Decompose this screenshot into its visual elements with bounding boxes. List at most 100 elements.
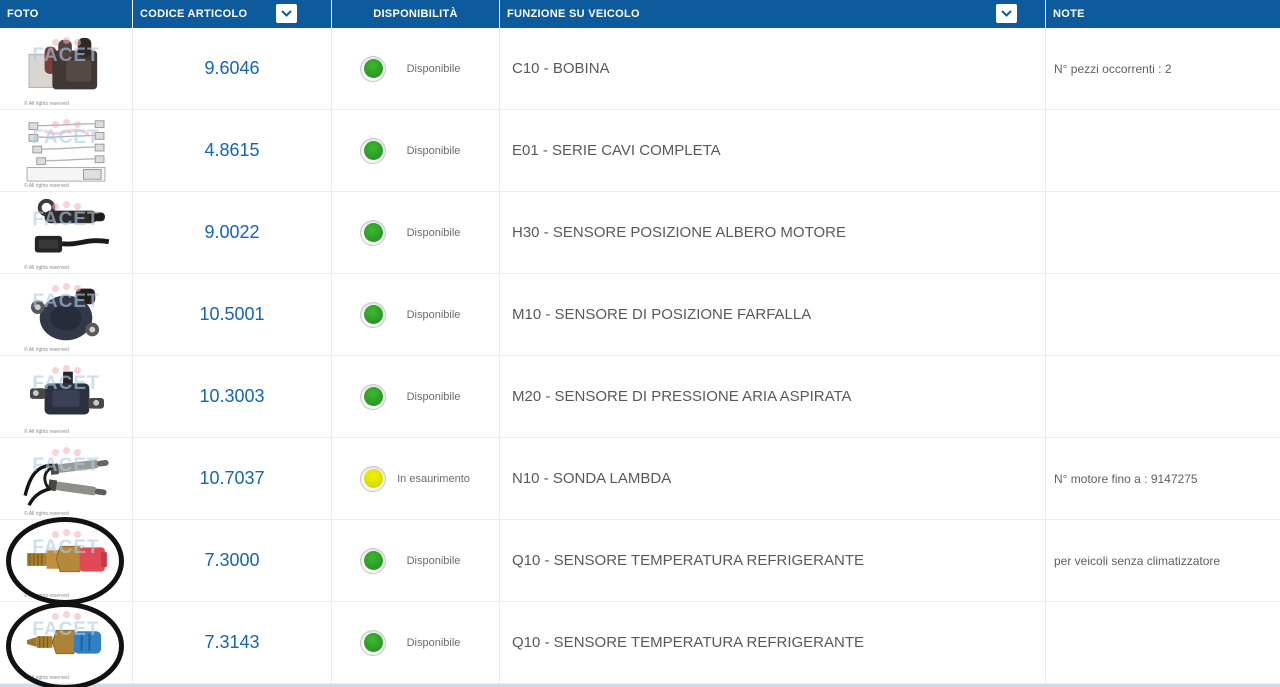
code-cell: 7.3143: [133, 602, 332, 684]
function-label: E01 - SERIE CAVI COMPLETA: [512, 142, 721, 159]
photo-caption: © All rights reserved: [24, 510, 69, 517]
column-header-disponibilita: DISPONIBILITÀ: [332, 0, 500, 28]
function-cell: E01 - SERIE CAVI COMPLETA: [500, 110, 1046, 192]
table-header-row: FOTO CODICE ARTICOLO DISPONIBILITÀ FUNZI…: [0, 0, 1280, 28]
function-cell: H30 - SENSORE POSIZIONE ALBERO MOTORE: [500, 192, 1046, 274]
ignition-coil-image: [28, 37, 98, 89]
status-label: Disponibile: [406, 226, 461, 239]
chevron-down-icon: [1001, 10, 1012, 17]
availability-cell: Disponibile: [332, 192, 500, 274]
status-label: Disponibile: [406, 554, 461, 567]
code-cell: 7.3000: [133, 520, 332, 602]
note-cell: N° motore fino a : 9147275: [1046, 438, 1280, 520]
column-header-funzione-su-veicolo: FUNZIONE SU VEICOLO: [500, 0, 1046, 28]
status-indicator: [360, 629, 386, 656]
photo-cell: FACET © All rights reserved: [0, 192, 133, 274]
status-dot: [363, 551, 383, 570]
ignition-cable-set-image: [26, 119, 106, 182]
product-photo-ignition-coil[interactable]: FACET © All rights reserved: [14, 31, 118, 107]
article-code-link[interactable]: 9.0022: [204, 222, 260, 242]
function-label: N10 - SONDA LAMBDA: [512, 470, 672, 487]
status-label: Disponibile: [406, 636, 461, 649]
photo-cell: FACET © All rights reserved: [0, 356, 133, 438]
status-indicator: [360, 55, 386, 82]
article-code-link[interactable]: 10.7037: [199, 468, 265, 488]
column-header-note: NOTE: [1046, 0, 1280, 28]
availability-cell: Disponibile: [332, 602, 500, 684]
code-cell: 4.8615: [133, 110, 332, 192]
function-cell: C10 - BOBINA: [500, 28, 1046, 110]
note-label: N° motore fino a : 9147275: [1054, 471, 1198, 486]
note-cell: per veicoli senza climatizzatore: [1046, 520, 1280, 602]
code-cell: 10.3003: [133, 356, 332, 438]
function-cell: N10 - SONDA LAMBDA: [500, 438, 1046, 520]
article-code-link[interactable]: 4.8615: [204, 140, 260, 160]
function-cell: Q10 - SENSORE TEMPERATURA REFRIGERANTE: [500, 520, 1046, 602]
column-header-label: NOTE: [1053, 8, 1085, 20]
availability-cell: Disponibile: [332, 274, 500, 356]
code-cell: 9.6046: [133, 28, 332, 110]
photo-caption: © All rights reserved: [24, 592, 69, 599]
function-label: Q10 - SENSORE TEMPERATURA REFRIGERANTE: [512, 552, 865, 569]
product-photo-lambda-sensor[interactable]: FACET © All rights reserved: [14, 441, 118, 517]
status-indicator: [360, 137, 386, 164]
article-code-link[interactable]: 10.5001: [199, 304, 265, 324]
availability-cell: Disponibile: [332, 520, 500, 602]
bottom-edge-strip: [0, 684, 1280, 687]
product-photo-coolant-temp-sensor-blue[interactable]: FACET © All rights reserved: [14, 605, 118, 681]
function-cell: M20 - SENSORE DI PRESSIONE ARIA ASPIRATA: [500, 356, 1046, 438]
function-label: C10 - BOBINA: [512, 60, 610, 77]
photo-caption: © All rights reserved: [24, 346, 69, 353]
photo-cell: FACET © All rights reserved: [0, 602, 133, 687]
product-photo-air-pressure-sensor[interactable]: FACET © All rights reserved: [14, 359, 118, 435]
table-row: FACET © All rights reserved 9.0022 Dispo…: [0, 192, 1280, 274]
function-cell: Q10 - SENSORE TEMPERATURA REFRIGERANTE: [500, 602, 1046, 684]
product-photo-throttle-position-sensor[interactable]: FACET © All rights reserved: [14, 277, 118, 353]
status-label: In esaurimento: [397, 472, 470, 485]
note-label: per veicoli senza climatizzatore: [1054, 553, 1221, 568]
throttle-position-sensor-image: [30, 288, 100, 340]
coolant-temp-sensor-blue-image: [27, 629, 102, 654]
article-code-link[interactable]: 9.6046: [204, 58, 260, 78]
note-cell: [1046, 602, 1280, 684]
function-label: Q10 - SENSORE TEMPERATURA REFRIGERANTE: [512, 634, 865, 651]
article-code-link[interactable]: 7.3143: [204, 632, 260, 652]
note-cell: [1046, 356, 1280, 438]
code-cell: 10.7037: [133, 438, 332, 520]
status-dot: [363, 633, 383, 652]
crankshaft-position-sensor-image: [34, 198, 110, 252]
status-label: Disponibile: [406, 144, 461, 157]
status-label: Disponibile: [406, 308, 461, 321]
table-row: FACET © All rights reserved 7.3000 Dispo…: [0, 517, 1280, 605]
column-header-label: FUNZIONE SU VEICOLO: [507, 8, 640, 20]
product-photo-crankshaft-position-sensor[interactable]: FACET © All rights reserved: [14, 195, 118, 271]
article-code-link[interactable]: 7.3000: [204, 550, 260, 570]
status-dot: [363, 59, 383, 78]
availability-cell: Disponibile: [332, 28, 500, 110]
photo-cell: FACET © All rights reserved: [0, 274, 133, 356]
photo-cell: FACET © All rights reserved: [0, 28, 133, 110]
note-cell: N° pezzi occorrenti : 2: [1046, 28, 1280, 110]
availability-cell: Disponibile: [332, 356, 500, 438]
note-cell: [1046, 274, 1280, 356]
table-row: FACET © All rights reserved 9.6046 Dispo…: [0, 28, 1280, 110]
status-indicator: [360, 465, 386, 492]
table-row: FACET © All rights reserved 7.3143 Dispo…: [0, 602, 1280, 687]
status-dot: [363, 305, 383, 324]
column-header-label: DISPONIBILITÀ: [373, 8, 458, 20]
product-photo-coolant-temp-sensor-red[interactable]: FACET © All rights reserved: [14, 523, 118, 599]
air-pressure-sensor-image: [29, 371, 104, 414]
codice-filter-button[interactable]: [276, 4, 297, 23]
article-code-link[interactable]: 10.3003: [199, 386, 265, 406]
photo-cell: FACET © All rights reserved: [0, 438, 133, 520]
status-dot: [363, 223, 383, 242]
function-label: H30 - SENSORE POSIZIONE ALBERO MOTORE: [512, 224, 846, 241]
status-label: Disponibile: [406, 62, 461, 75]
funzione-filter-button[interactable]: [996, 4, 1017, 23]
table-row: FACET © All rights reserved 4.8615 Dispo…: [0, 110, 1280, 192]
photo-caption: © All rights reserved: [24, 674, 69, 681]
product-photo-ignition-cable-set[interactable]: FACET © All rights reserved: [14, 113, 118, 189]
photo-caption: © All rights reserved: [24, 264, 69, 271]
table-row: FACET © All rights reserved 10.5001 Disp…: [0, 274, 1280, 356]
